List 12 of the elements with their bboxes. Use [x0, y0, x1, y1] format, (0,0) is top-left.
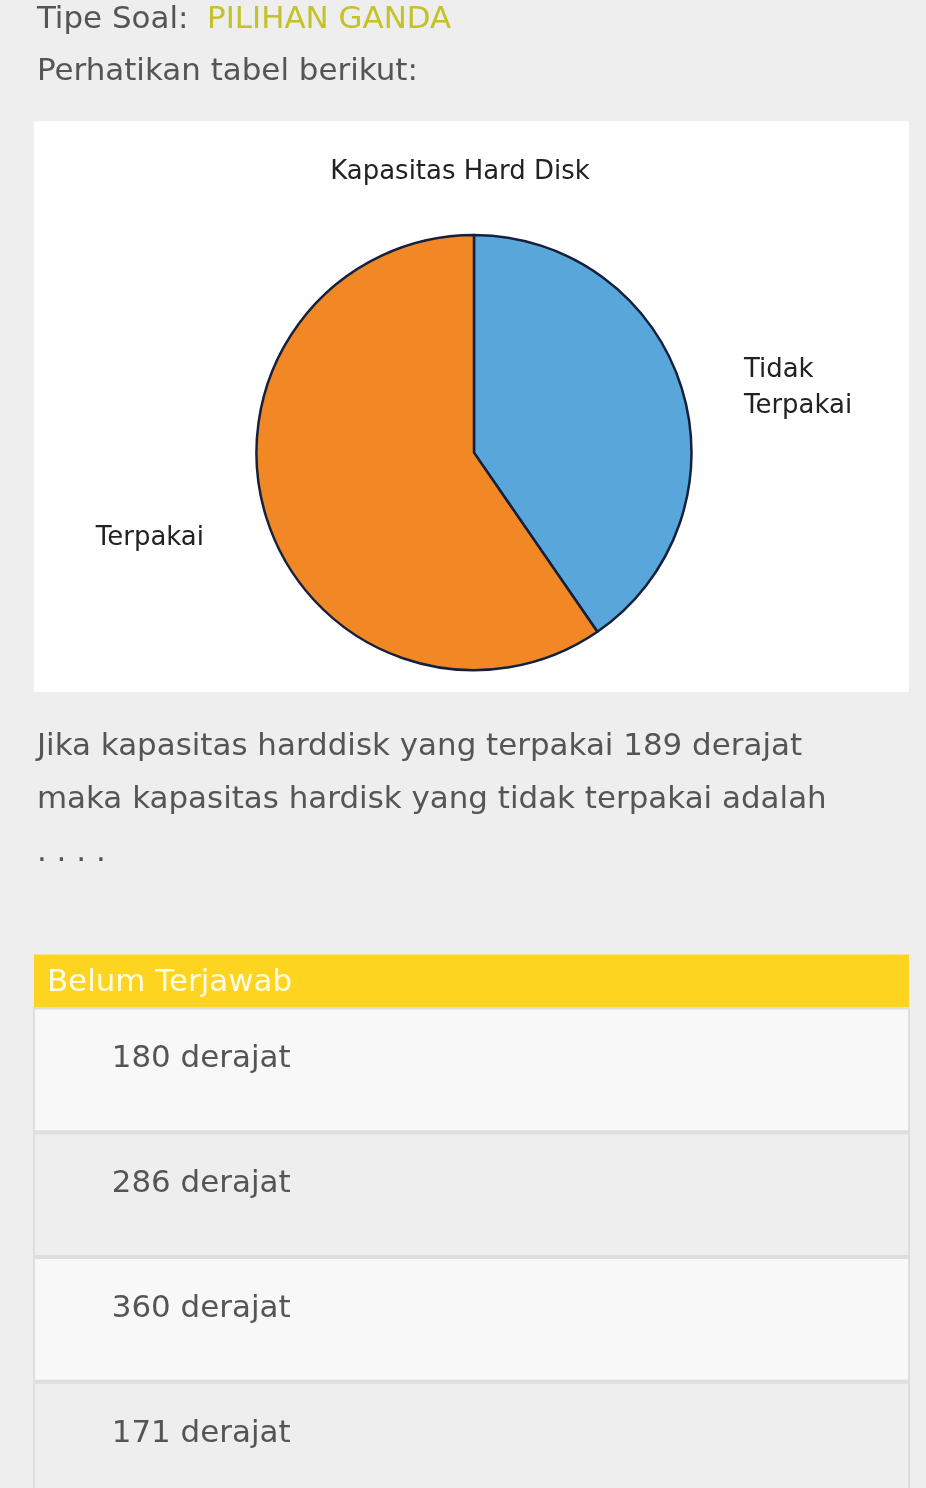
text: Perhatikan tabel berikut: [36, 51, 418, 88]
slice-label: Tidak Terpakai [743, 352, 853, 419]
slice-label: Terpakai [94, 520, 204, 551]
text: 171 derajat [111, 1412, 291, 1449]
text: Belum Terjawab [46, 962, 293, 999]
text: Tipe Soal: [35, 0, 189, 35]
text: 360 derajat [111, 1287, 291, 1324]
text: 180 derajat [111, 1038, 291, 1075]
text: 286 derajat [111, 1163, 291, 1200]
chart-title: Kapasitas Hard Disk [330, 155, 590, 186]
text: PILIHAN GANDA [207, 0, 452, 35]
text: Jika kapasitas harddisk yang terpakai 189 derajat maka kapasitas hardisk yang tidak terpakai adalah . . . . [34, 725, 827, 868]
